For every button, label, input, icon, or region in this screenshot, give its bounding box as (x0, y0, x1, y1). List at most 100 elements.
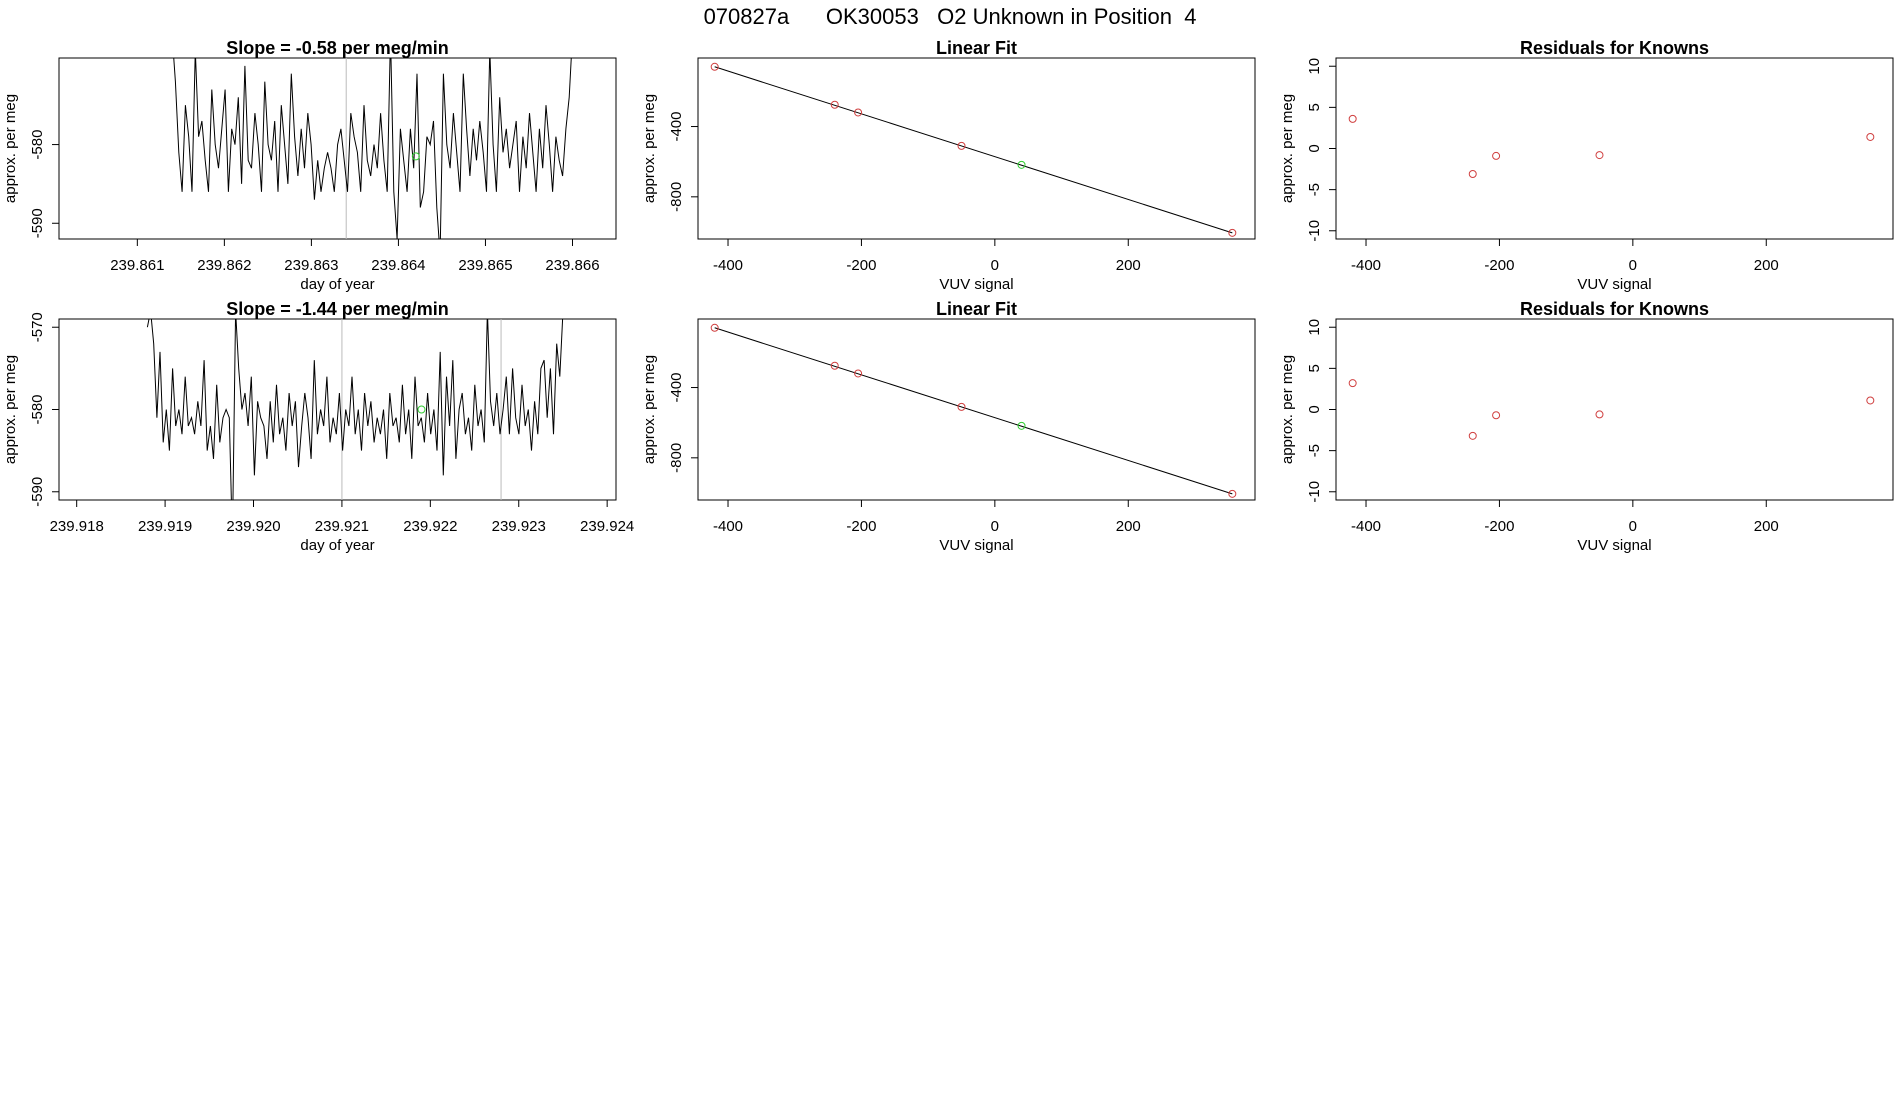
x-tick-label: 239.918 (50, 518, 104, 535)
y-axis-label: approx. per meg (2, 94, 19, 203)
plot-frame (1335, 57, 1894, 240)
x-tick-label: 0 (991, 257, 999, 274)
plot-area (173, 58, 572, 239)
x-axis-label: VUV signal (1577, 276, 1651, 293)
plot-frame (58, 57, 617, 240)
known-point (1866, 132, 1875, 141)
x-tick-label: 239.921 (315, 518, 369, 535)
x-tick-label: 239.864 (371, 257, 425, 274)
x-tick-label: 0 (991, 518, 999, 535)
chart-panel-3: Residuals for Knowns VUV signal approx. pe… (1279, 38, 1894, 293)
x-axis-label: day of year (300, 276, 374, 293)
y-tick-label: 10 (1306, 58, 1323, 75)
x-axis-label: day of year (300, 537, 374, 554)
known-point (1228, 489, 1237, 498)
x-tick-label: -400 (1351, 518, 1381, 535)
y-tick-label: 0 (1306, 405, 1323, 413)
x-tick-label: 0 (1629, 257, 1637, 274)
x-tick-label: 239.862 (197, 257, 251, 274)
y-tick-label: -5 (1306, 444, 1323, 457)
known-point (830, 100, 839, 109)
known-point (1595, 151, 1604, 160)
y-tick-label: -590 (29, 208, 46, 238)
plot-frame (697, 57, 1256, 240)
x-tick-label: -400 (1351, 257, 1381, 274)
chart-panel-1: Slope = -0.58 per meg/min day of year appr… (2, 38, 617, 293)
unknown-point (411, 152, 420, 161)
y-tick-label: 5 (1306, 364, 1323, 372)
plot-frame (1335, 318, 1894, 501)
y-tick-label: -580 (29, 130, 46, 160)
plot-area (710, 62, 1237, 237)
plot-area (1348, 379, 1875, 440)
data-line (173, 58, 572, 239)
x-tick-label: 239.922 (403, 518, 457, 535)
y-tick-label: -570 (29, 312, 46, 342)
y-tick-label: 5 (1306, 103, 1323, 111)
y-tick-label: -580 (29, 394, 46, 424)
known-point (957, 402, 966, 411)
x-tick-label: -200 (1484, 518, 1514, 535)
known-point (710, 62, 719, 71)
known-point (1492, 411, 1501, 420)
chart-title: Linear Fit (936, 299, 1017, 319)
chart-title: Linear Fit (936, 38, 1017, 58)
y-tick-label: -800 (668, 182, 685, 212)
x-tick-label: 239.923 (492, 518, 546, 535)
y-tick-label: -400 (668, 112, 685, 142)
y-tick-label: -400 (668, 373, 685, 403)
x-tick-label: 200 (1754, 257, 1779, 274)
y-axis-label: approx. per meg (1279, 355, 1296, 464)
x-axis-label: VUV signal (939, 537, 1013, 554)
chart-title: Slope = -1.44 per meg/min (226, 299, 449, 319)
chart-panel-6: Residuals for Knowns VUV signal approx. pe… (1279, 299, 1894, 554)
unknown-point (1017, 160, 1026, 169)
y-axis-label: approx. per meg (641, 94, 658, 203)
known-point (1468, 431, 1477, 440)
plot-frame (58, 318, 617, 501)
known-point (1228, 228, 1237, 237)
x-tick-label: -200 (1484, 257, 1514, 274)
chart-title: Residuals for Knowns (1520, 38, 1709, 58)
known-point (854, 369, 863, 378)
known-point (1348, 114, 1357, 123)
x-tick-label: 239.861 (110, 257, 164, 274)
x-tick-label: 200 (1754, 518, 1779, 535)
plot-frame (697, 318, 1256, 501)
y-axis-label: approx. per meg (2, 355, 19, 464)
y-tick-label: 0 (1306, 144, 1323, 152)
chart-title: Residuals for Knowns (1520, 299, 1709, 319)
fit-line (714, 66, 1233, 234)
known-point (1468, 170, 1477, 179)
x-tick-label: 239.863 (284, 257, 338, 274)
chart-title: Slope = -0.58 per meg/min (226, 38, 449, 58)
x-tick-label: 239.865 (458, 257, 512, 274)
known-point (1492, 151, 1501, 160)
known-point (710, 323, 719, 332)
x-axis-label: VUV signal (939, 276, 1013, 293)
chart-panel-4: Slope = -1.44 per meg/min day of year appr… (2, 299, 634, 554)
x-tick-label: 239.924 (580, 518, 634, 535)
y-tick-label: -10 (1306, 220, 1323, 242)
plot-area (710, 323, 1237, 498)
page-title: 070827a OK30053 O2 Unknown in Position 4 (703, 4, 1197, 29)
x-tick-label: -200 (846, 257, 876, 274)
x-tick-label: 239.919 (138, 518, 192, 535)
x-tick-label: -400 (713, 518, 743, 535)
y-axis-label: approx. per meg (1279, 94, 1296, 203)
unknown-point (417, 405, 426, 414)
x-tick-label: 239.920 (226, 518, 280, 535)
y-tick-label: -590 (29, 477, 46, 507)
known-point (1595, 410, 1604, 419)
y-tick-label: -5 (1306, 183, 1323, 196)
y-tick-label: 10 (1306, 319, 1323, 336)
x-tick-label: 239.866 (545, 257, 599, 274)
x-axis-label: VUV signal (1577, 537, 1651, 554)
data-line (146, 319, 564, 500)
plot-area (146, 319, 564, 500)
plot-area (1348, 114, 1875, 179)
y-tick-label: -10 (1306, 481, 1323, 503)
x-tick-label: -400 (713, 257, 743, 274)
x-tick-label: 200 (1116, 257, 1141, 274)
